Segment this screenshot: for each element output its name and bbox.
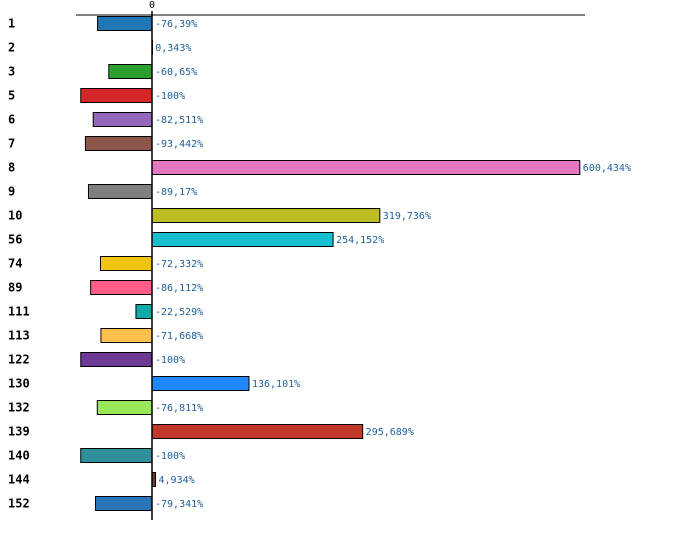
category-label-3: 3 [8, 65, 15, 79]
value-label-89: -86,112% [155, 283, 203, 294]
value-label-56: 254,152% [336, 235, 384, 246]
bar-132 [96, 400, 153, 415]
axes-layer: 0 [76, 0, 585, 520]
category-label-2: 2 [8, 41, 15, 55]
value-label-3: -60,65% [155, 67, 197, 78]
value-label-74: -72,332% [155, 259, 203, 270]
category-label-152: 152 [8, 497, 30, 511]
x-tick-label-0: 0 [149, 0, 155, 11]
category-label-9: 9 [8, 185, 15, 199]
category-label-6: 6 [8, 113, 15, 127]
category-label-74: 74 [8, 257, 22, 271]
category-label-132: 132 [8, 401, 30, 415]
bar-74 [99, 256, 153, 271]
category-label-8: 8 [8, 161, 15, 175]
bar-9 [87, 184, 153, 199]
value-label-111: -22,529% [155, 307, 203, 318]
value-label-5: -100% [155, 91, 185, 102]
bar-6 [92, 112, 153, 127]
value-label-152: -79,341% [155, 499, 203, 510]
category-label-122: 122 [8, 353, 30, 367]
value-label-9: -89,17% [155, 187, 197, 198]
bars-layer [80, 16, 581, 511]
category-label-144: 144 [8, 473, 30, 487]
value-label-10: 319,736% [383, 211, 431, 222]
bar-1 [97, 16, 153, 31]
bar-56 [151, 232, 334, 247]
value-label-132: -76,811% [155, 403, 203, 414]
labels-layer: 1 -76,39% 2 0,343% 3 -60,65% 5 -100% 6 -82,511% 7 -… [8, 17, 631, 511]
value-label-113: -71,668% [155, 331, 203, 342]
value-label-144: 4,934% [159, 475, 195, 486]
category-label-89: 89 [8, 281, 22, 295]
value-label-2: 0,343% [155, 43, 191, 54]
value-label-139: 295,689% [366, 427, 414, 438]
bar-3 [108, 64, 153, 79]
bar-140 [80, 448, 153, 463]
value-label-130: 136,101% [252, 379, 300, 390]
category-label-56: 56 [8, 233, 22, 247]
category-label-111: 111 [8, 305, 30, 319]
value-label-1: -76,39% [155, 19, 197, 30]
value-label-140: -100% [155, 451, 185, 462]
value-label-6: -82,511% [155, 115, 203, 126]
category-label-10: 10 [8, 209, 22, 223]
bar-122 [80, 352, 153, 367]
bar-10 [151, 208, 381, 223]
category-label-139: 139 [8, 425, 30, 439]
category-label-5: 5 [8, 89, 15, 103]
bar-7 [84, 136, 153, 151]
value-label-8: 600,434% [583, 163, 631, 174]
bar-8 [151, 160, 581, 175]
bar-5 [80, 88, 153, 103]
bar-89 [90, 280, 153, 295]
bar-139 [151, 424, 364, 439]
bar-130 [151, 376, 250, 391]
category-label-140: 140 [8, 449, 30, 463]
value-label-122: -100% [155, 355, 185, 366]
category-label-130: 130 [8, 377, 30, 391]
bar-113 [100, 328, 153, 343]
bar-152 [94, 496, 153, 511]
category-label-1: 1 [8, 17, 15, 31]
category-label-113: 113 [8, 329, 30, 343]
category-label-7: 7 [8, 137, 15, 151]
bar-111 [135, 304, 153, 319]
value-label-7: -93,442% [155, 139, 203, 150]
